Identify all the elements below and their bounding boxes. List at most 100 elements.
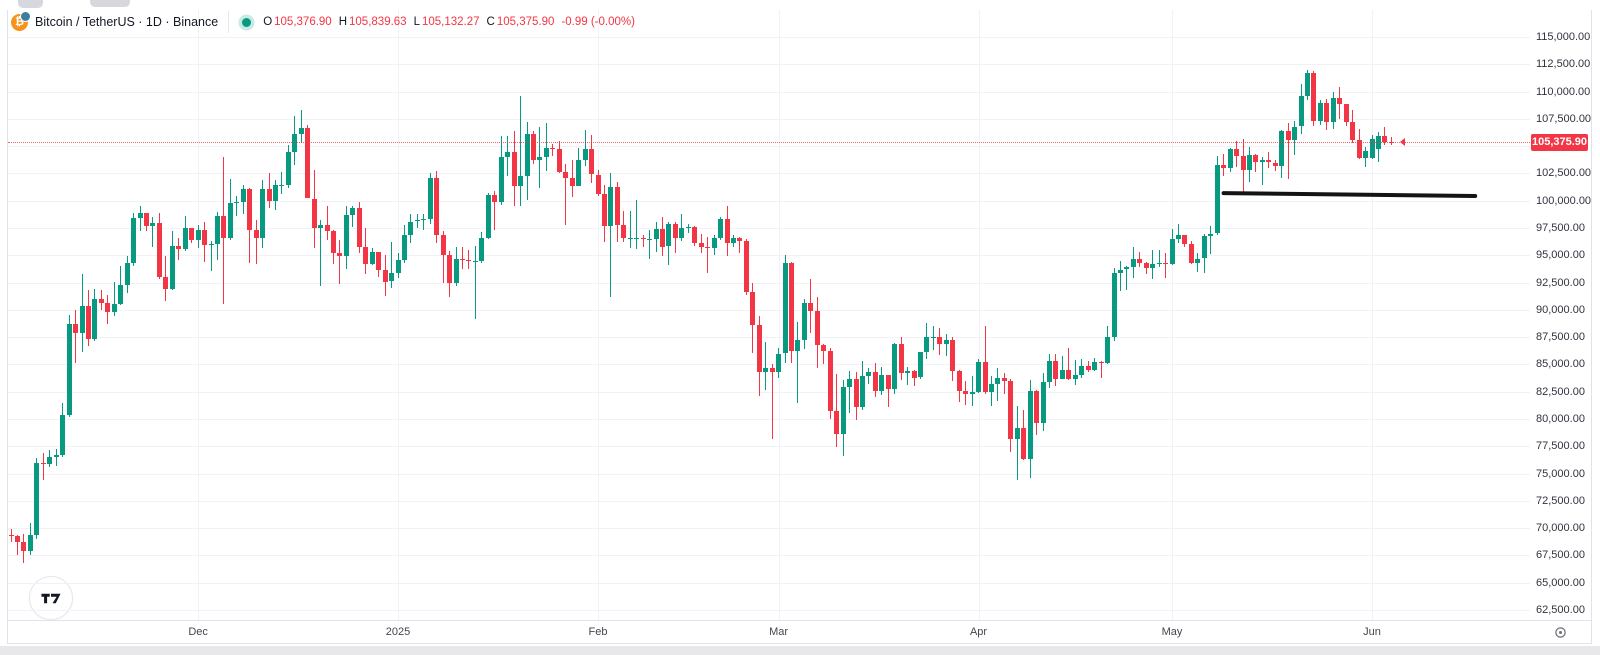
candle-down — [266, 188, 272, 201]
candle-up — [518, 175, 523, 187]
price-tick-label: 95,000.00 — [1536, 249, 1585, 262]
trendline[interactable] — [1221, 191, 1478, 198]
candle-down — [789, 262, 794, 352]
candle-up — [401, 234, 407, 260]
candle-up — [1079, 365, 1085, 376]
candle-wick — [1061, 355, 1063, 379]
candle-down — [253, 230, 259, 238]
candle-up — [27, 534, 33, 552]
candle-up — [634, 237, 640, 239]
candle-down — [1234, 149, 1239, 156]
chart-border-bottom — [7, 643, 1592, 644]
candle-down — [589, 149, 594, 175]
candle-up — [847, 378, 852, 388]
candle-up — [53, 455, 59, 458]
candle-wick — [16, 534, 18, 556]
candle-up — [285, 151, 291, 186]
candle-down — [550, 148, 556, 150]
candle-down — [144, 212, 149, 226]
candle-wick — [642, 234, 644, 247]
candle-down — [660, 229, 665, 247]
vertical-gridline — [198, 10, 200, 620]
candle-down — [376, 252, 382, 270]
candle-down — [1324, 102, 1330, 123]
trendline-drawing[interactable] — [8, 10, 1530, 620]
candle-wick — [1074, 360, 1076, 386]
candle-up — [350, 208, 356, 215]
price-tick-label: 80,000.00 — [1536, 413, 1585, 425]
price-tick-label: 97,500.00 — [1536, 222, 1585, 234]
candle-wick — [423, 213, 425, 231]
candle-down — [98, 298, 104, 304]
candle-wick — [494, 190, 496, 231]
price-axis[interactable]: 105,375.90 115,000.00 112,500.00 110,000.0… — [1530, 10, 1591, 620]
candle-down — [324, 224, 330, 232]
current-price-label[interactable]: 105,375.90 — [1531, 133, 1588, 151]
candle-up — [905, 371, 911, 374]
price-tick-label: 100,000.00 — [1536, 194, 1592, 207]
candle-down — [601, 194, 607, 226]
ohlc-value: 105,132.27 — [421, 16, 480, 28]
candle-down — [1143, 262, 1149, 269]
candle-down — [1350, 122, 1356, 140]
candle-up — [969, 391, 975, 394]
time-tick-label: Feb — [588, 626, 608, 638]
candle-down — [363, 246, 369, 265]
candle-down — [176, 245, 182, 249]
horizontal-gridline — [8, 419, 1530, 420]
candle-wick — [629, 210, 631, 248]
time-axis[interactable]: Dec 2025 Feb Mar Apr May Jun — [8, 621, 1530, 643]
vertical-gridline — [978, 10, 980, 620]
candle-wick — [1165, 253, 1166, 279]
chart-plot-area[interactable] — [8, 10, 1530, 620]
candle-down — [356, 208, 362, 247]
candle-down — [808, 303, 814, 311]
time-tick-label: 2025 — [385, 626, 411, 638]
candle-up — [118, 284, 124, 305]
candle-up — [369, 252, 375, 264]
candle-up — [1363, 150, 1368, 159]
vertical-gridline — [778, 10, 780, 620]
price-tick-label: 75,000.00 — [1536, 467, 1585, 480]
candle-down — [724, 219, 730, 244]
candle-wick — [1178, 223, 1179, 244]
time-tick-label: Jun — [1363, 626, 1381, 638]
horizontal-gridline — [8, 146, 1530, 148]
candle-up — [995, 377, 1001, 384]
horizontal-gridline — [8, 364, 1530, 366]
time-scale-border — [7, 620, 1592, 621]
candle-up — [318, 224, 324, 228]
candle-wick — [552, 144, 554, 156]
candle-down — [21, 542, 27, 551]
candle-down — [1266, 160, 1272, 163]
symbol-title[interactable]: Bitcoin / TetherUS · 1D · Binance — [35, 15, 219, 29]
toolbar-fragment — [18, 0, 43, 8]
price-tick-label: 87,500.00 — [1536, 331, 1585, 344]
candle-up — [666, 223, 672, 247]
candle-up — [1150, 264, 1156, 269]
candle-up — [1040, 381, 1046, 424]
candle-up — [1092, 362, 1098, 370]
horizontal-gridline — [8, 64, 1530, 66]
candle-wick — [113, 281, 115, 317]
candle-up — [776, 353, 782, 373]
candle-down — [1285, 130, 1291, 140]
candle-down — [769, 367, 775, 373]
candle-up — [866, 372, 872, 377]
price-tick-label: 67,500.00 — [1536, 549, 1585, 562]
candle-down — [937, 337, 943, 344]
candle-down — [569, 177, 575, 187]
candle-down — [311, 198, 317, 228]
candle-up — [840, 387, 846, 435]
candle-down — [434, 177, 440, 235]
candle-down — [827, 351, 833, 412]
market-status-dot-icon[interactable] — [242, 17, 252, 27]
candle-up — [479, 237, 485, 261]
ohlc-label: L — [413, 16, 420, 28]
price-scale-settings-icon[interactable] — [1554, 626, 1567, 639]
candle-up — [679, 228, 685, 238]
horizontal-gridline — [8, 37, 1530, 38]
candle-wick — [636, 199, 638, 249]
candle-up — [1369, 138, 1375, 159]
price-tick-label: 110,000.00 — [1536, 85, 1591, 98]
